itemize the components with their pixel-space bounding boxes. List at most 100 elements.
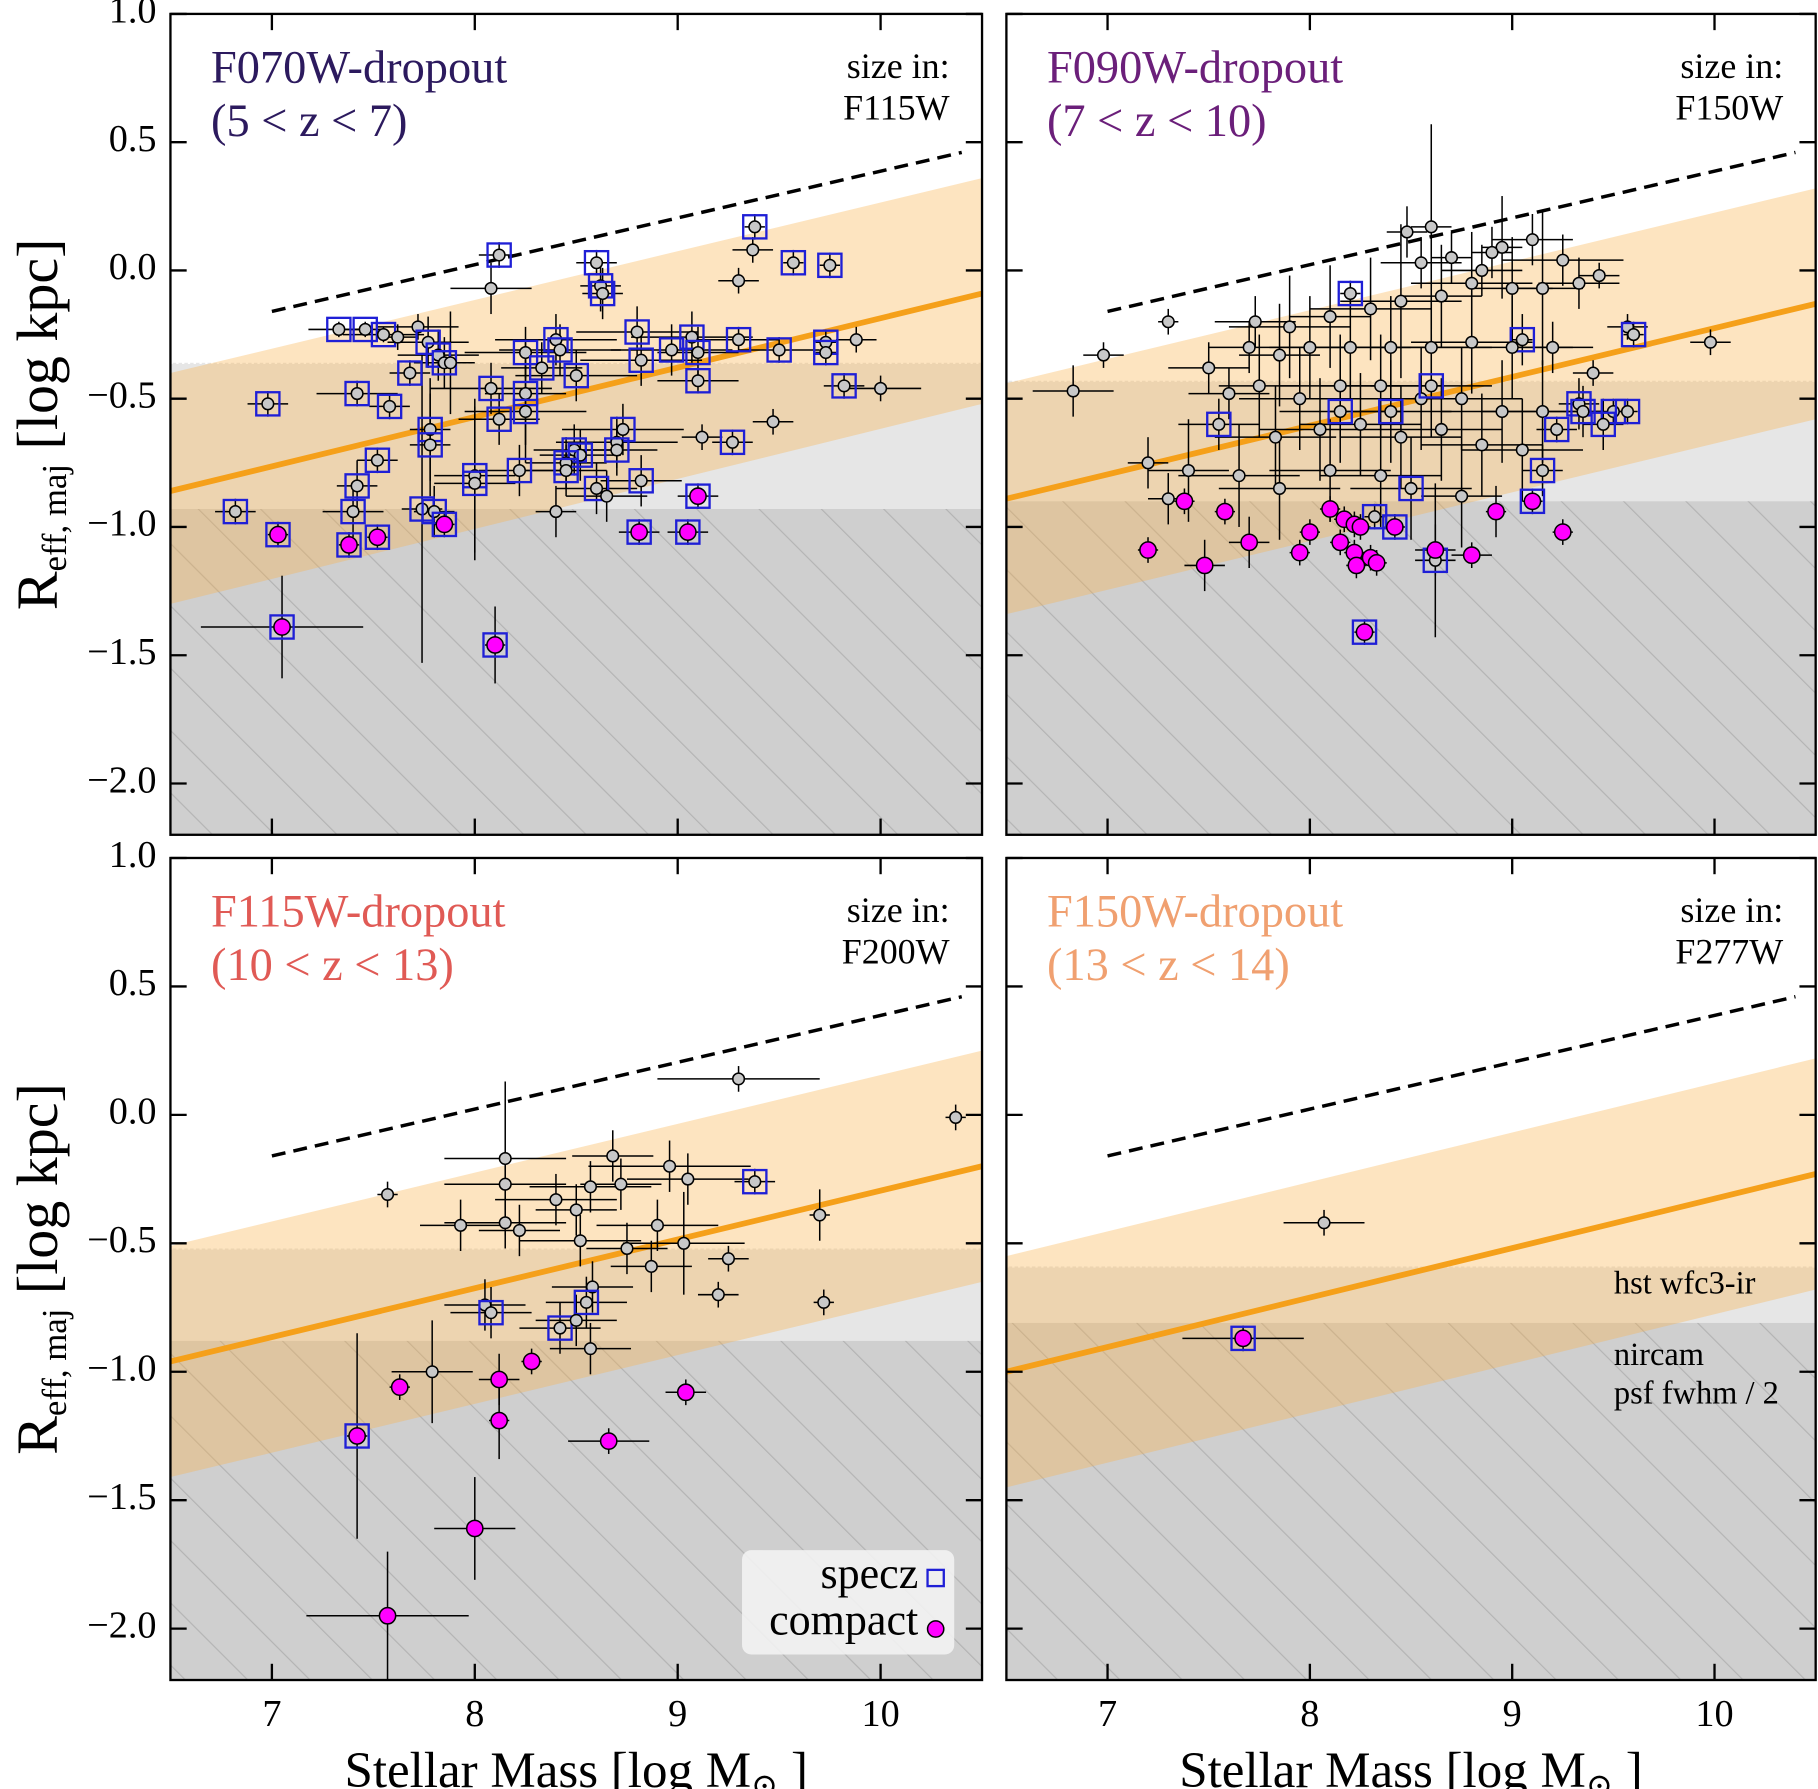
point [1343,286,1357,301]
size-label: size in: [1680,46,1783,86]
specz-marker [462,470,488,497]
point [1181,463,1196,478]
specz-marker [817,252,843,279]
specz-marker [1570,398,1596,425]
point [553,343,567,357]
point [1066,384,1080,398]
point [650,1218,664,1232]
point [454,1218,468,1232]
point [1161,315,1175,329]
compact-point [378,1606,397,1625]
panel-title: F150W-dropout [1047,887,1343,938]
point [849,333,863,347]
compact-point [1426,541,1445,559]
point [559,463,573,478]
specz-marker [685,367,711,394]
compact-point [348,1427,366,1445]
x-tick-label: 8 [1300,1693,1319,1735]
specz-marker [397,360,423,386]
point [553,1321,567,1335]
point [1400,225,1414,239]
point [518,404,533,419]
point [1414,392,1428,406]
specz-marker [1418,373,1445,399]
specz-marker [1509,326,1536,353]
specz-marker [719,429,746,456]
point [468,476,482,490]
specz-marker [567,442,594,468]
specz-marker [431,511,458,538]
point [1424,379,1438,393]
specz-marker [1206,411,1232,438]
point [1323,310,1337,324]
specz-marker [547,337,573,363]
legend-swatch [926,1568,945,1588]
point [518,387,533,401]
point [1394,294,1408,308]
point [358,322,372,336]
specz-marker [486,406,512,432]
point [1343,340,1357,354]
point [1212,417,1226,431]
point [1475,438,1489,452]
x-axis-label: Stellar Mass [log M⊙ ] [344,1743,808,1789]
size-label: size in: [1680,890,1783,930]
compact-point [1462,546,1481,565]
point [569,369,583,383]
specz-marker [583,475,610,502]
point [512,1223,526,1238]
compact-point [269,525,287,544]
point [1485,245,1499,260]
legend-swatch [926,1620,945,1638]
point [1394,430,1408,444]
specz-marker [344,380,370,407]
point [620,1241,634,1255]
point [1303,340,1317,354]
point [1248,315,1262,329]
point [1465,276,1479,290]
compact-point [1351,518,1370,536]
specz-marker [506,457,533,484]
compact-point [490,1370,509,1389]
specz-marker [528,355,555,381]
point [549,505,563,519]
point [569,1313,583,1327]
compact-point [522,1352,541,1371]
point [579,1295,593,1309]
y-tick-label: −1.5 [87,1476,156,1518]
compact-point [1553,523,1572,541]
point [380,1187,395,1202]
point [492,412,506,426]
point [837,379,851,393]
axis-label-rest: [log kpc] [5,239,70,464]
point [1333,379,1347,393]
specz-marker [417,432,443,458]
point [391,330,405,344]
point [228,505,242,519]
x-tick-label: 8 [465,1693,484,1735]
panel-subtitle: (7 < z < 10) [1047,96,1267,147]
point [376,328,391,342]
point [549,1193,563,1207]
specz-marker [1378,398,1404,425]
compact-point [1216,502,1234,521]
panel: F090W-dropout(7 < z < 10) size in:F150W [1005,12,1817,836]
panel-subtitle: (13 < z < 14) [1047,940,1290,991]
point [350,387,364,401]
point [1444,251,1459,265]
y-tick-label: −1.0 [87,1348,156,1390]
axis-label-sub: ⊙ [751,1768,778,1789]
point [1424,340,1438,354]
y-tick-label: −0.5 [87,374,156,416]
point [1505,281,1519,295]
point [1384,340,1398,354]
plot-area [170,995,983,1681]
point [1572,276,1586,290]
point [819,345,833,360]
annotation: hst wfc3-ir [1614,1266,1756,1302]
point [350,479,364,493]
point [1620,404,1635,419]
axis-label-main: R [5,571,70,610]
point [1576,404,1590,419]
psf-hatch [1006,1322,1816,1681]
